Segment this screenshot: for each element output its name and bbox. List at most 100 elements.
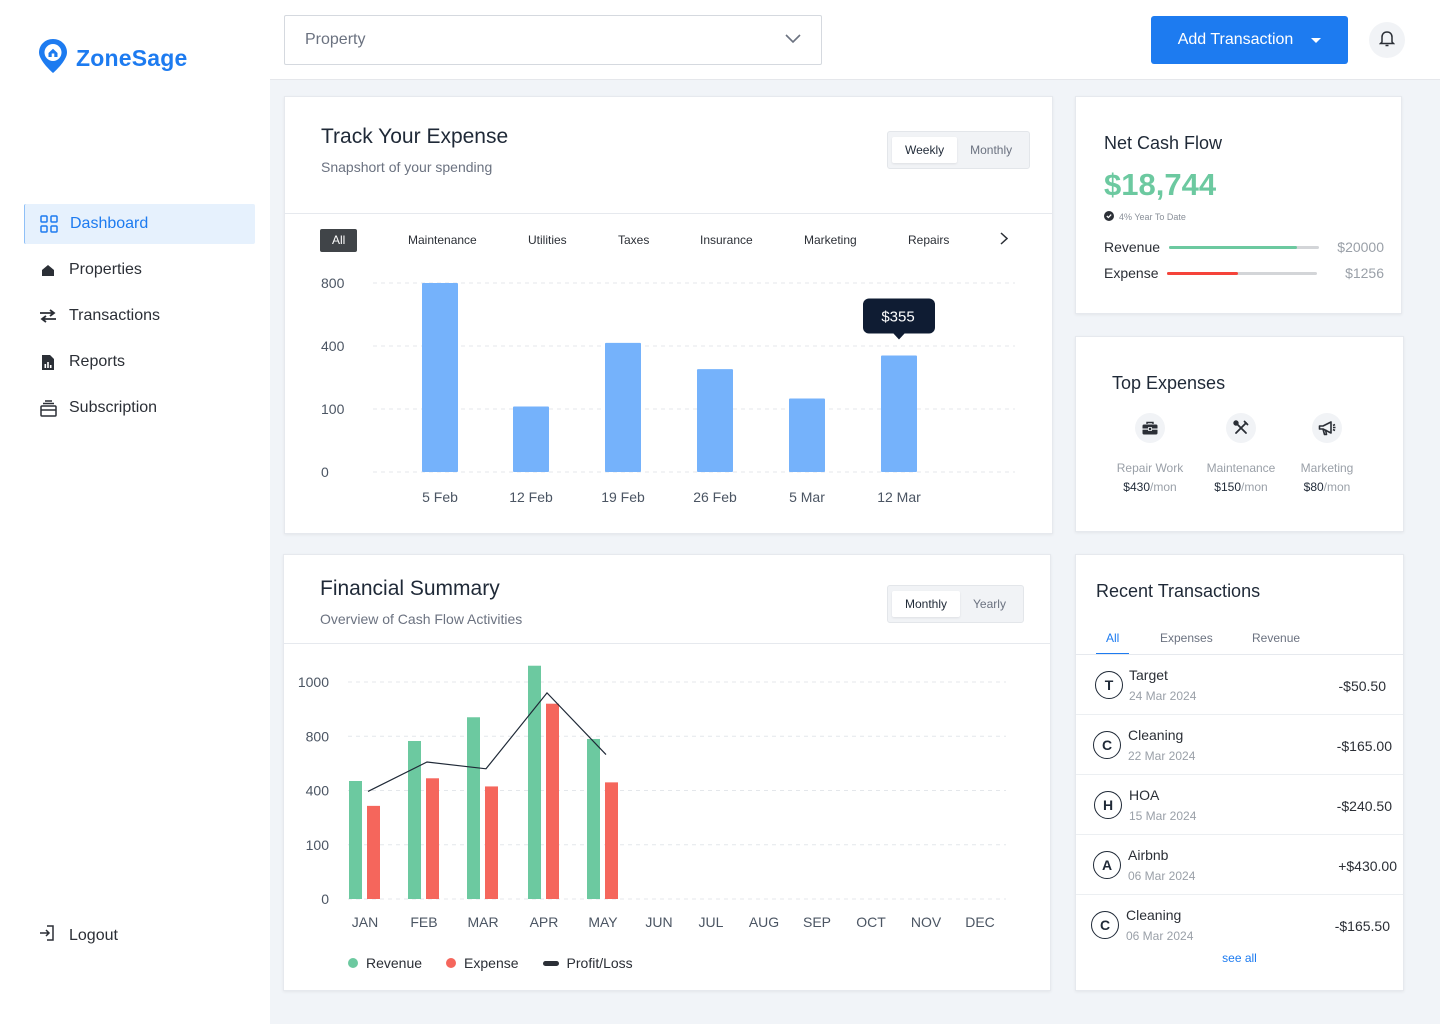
legend-revenue[interactable]: Revenue <box>348 955 422 971</box>
chevron-right-icon[interactable] <box>1000 230 1009 253</box>
category-tab-utilities[interactable]: Utilities <box>528 233 567 247</box>
y-tick-label: 800 <box>306 728 330 744</box>
bell-icon <box>1378 29 1396 52</box>
megaphone-icon <box>1312 413 1342 443</box>
legend-label: Profit/Loss <box>566 955 633 971</box>
card-title: Net Cash Flow <box>1104 133 1223 153</box>
amount-period: /mon <box>1241 480 1268 494</box>
top-expense-maintenance[interactable]: Maintenance $150/mon <box>1201 413 1281 494</box>
expense-row: Expense $1256 <box>1104 265 1384 283</box>
avatar: H <box>1094 791 1122 819</box>
card-title: Financial Summary <box>320 577 500 600</box>
property-select[interactable]: Property <box>284 15 822 65</box>
revenue-bar <box>467 717 480 899</box>
transaction-row[interactable]: H HOA 15 Mar 2024 -$240.50 <box>1076 775 1403 835</box>
financial-summary-header: Financial Summary Overview of Cash Flow … <box>320 577 522 627</box>
toggle-monthly[interactable]: Monthly <box>892 591 961 617</box>
toggle-yearly[interactable]: Yearly <box>973 597 1006 611</box>
tooltip-label: $355 <box>881 308 914 325</box>
app-logo[interactable]: ZoneSage <box>38 38 188 79</box>
category-tab-marketing[interactable]: Marketing <box>804 233 857 247</box>
transaction-row[interactable]: A Airbnb 06 Mar 2024 +$430.00 <box>1076 835 1403 895</box>
logout-button[interactable]: Logout <box>39 924 118 947</box>
sidebar-item-label: Properties <box>69 261 142 278</box>
y-tick-label: 0 <box>321 891 329 907</box>
amount-value: $80 <box>1303 480 1324 494</box>
transaction-tabs: All Expenses Revenue <box>1096 631 1386 655</box>
recent-transactions-card: Recent Transactions All Expenses Revenue… <box>1075 554 1404 991</box>
sidebar-item-properties[interactable]: Properties <box>24 250 255 290</box>
transaction-date: 15 Mar 2024 <box>1129 809 1197 823</box>
legend-profit-loss[interactable]: Profit/Loss <box>542 955 633 971</box>
x-tick-label: NOV <box>911 914 942 930</box>
y-tick-label: 0 <box>321 464 329 480</box>
top-expense-amount: $150/mon <box>1201 480 1281 494</box>
subscription-icon <box>39 399 57 417</box>
period-toggle: Monthly Yearly <box>887 585 1024 623</box>
category-tabs: All Maintenance Utilities Taxes Insuranc… <box>320 229 1020 253</box>
y-tick-label: 400 <box>306 783 330 799</box>
category-tab-all[interactable]: All <box>320 229 358 252</box>
transaction-amount: -$240.50 <box>1336 798 1392 814</box>
tab-all[interactable]: All <box>1096 631 1130 655</box>
card-title: Track Your Expense <box>321 125 509 148</box>
sidebar-item-dashboard[interactable]: Dashboard <box>24 204 255 244</box>
see-all-link[interactable]: see all <box>1222 951 1257 965</box>
ytd-indicator: 4% Year To Date <box>1104 211 1186 223</box>
amount-value: $430 <box>1123 480 1150 494</box>
app-name: ZoneSage <box>76 45 188 71</box>
track-expense-card: Track Your Expense Snapshort of your spe… <box>284 96 1053 534</box>
ytd-text: 4% Year To Date <box>1119 212 1186 222</box>
category-tab-insurance[interactable]: Insurance <box>700 233 753 247</box>
sidebar-item-label: Reports <box>69 353 126 370</box>
legend-swatch <box>542 960 559 966</box>
amount-period: /mon <box>1323 480 1351 494</box>
top-expense-marketing[interactable]: Marketing $80/mon <box>1287 413 1367 494</box>
transaction-amount: +$430.00 <box>1338 858 1397 874</box>
y-tick-label: 100 <box>321 401 345 417</box>
expense-bar <box>367 805 380 899</box>
financial-summary-chart: 0 100 400 800 1000 JAN FEB MAR APR MAY JUN JUL AUG SE… <box>298 665 1006 930</box>
avatar: T <box>1095 671 1123 699</box>
sidebar-item-label: Dashboard <box>70 215 149 232</box>
card-subtitle: Overview of Cash Flow Activities <box>320 611 523 627</box>
x-tick-label: JAN <box>352 914 378 930</box>
top-expense-repair-work[interactable]: Repair Work $430/mon <box>1110 413 1190 494</box>
category-tab-repairs[interactable]: Repairs <box>908 233 950 247</box>
revenue-bar <box>349 781 362 899</box>
transaction-name: Airbnb <box>1128 847 1169 863</box>
transaction-row[interactable]: T Target 24 Mar 2024 -$50.50 <box>1076 655 1403 715</box>
divider <box>284 643 1050 644</box>
x-tick-label: MAR <box>467 914 498 930</box>
caret-down-icon <box>1311 31 1322 49</box>
y-tick-label: 100 <box>306 837 330 853</box>
legend-swatch <box>446 958 457 968</box>
legend-expense[interactable]: Expense <box>446 955 519 971</box>
location-pin-icon <box>38 38 68 79</box>
category-tab-taxes[interactable]: Taxes <box>618 233 650 247</box>
transaction-row[interactable]: C Cleaning 06 Mar 2024 -$165.50 <box>1076 895 1403 955</box>
transaction-row[interactable]: C Cleaning 22 Mar 2024 -$165.00 <box>1076 715 1403 775</box>
bar <box>881 355 917 472</box>
tab-expenses[interactable]: Expenses <box>1160 631 1213 645</box>
x-tick-label: FEB <box>410 914 437 930</box>
period-toggle: Weekly Monthly <box>887 131 1031 169</box>
add-transaction-button[interactable]: Add Transaction <box>1151 16 1348 64</box>
transaction-date: 24 Mar 2024 <box>1129 689 1197 703</box>
tab-revenue[interactable]: Revenue <box>1252 631 1301 645</box>
notification-button[interactable] <box>1369 22 1405 58</box>
sidebar-item-subscription[interactable]: Subscription <box>24 388 255 428</box>
toggle-monthly[interactable]: Monthly <box>970 143 1013 157</box>
bar <box>789 398 825 472</box>
financial-summary-card: Financial Summary Overview of Cash Flow … <box>283 554 1051 991</box>
toggle-weekly[interactable]: Weekly <box>892 137 958 163</box>
bar <box>513 406 549 472</box>
amount-value: $150 <box>1214 480 1241 494</box>
transaction-amount: -$165.50 <box>1334 918 1390 934</box>
legend-label: Revenue <box>366 955 423 971</box>
amount-period: /mon <box>1150 480 1177 494</box>
category-tab-maintenance[interactable]: Maintenance <box>408 233 477 247</box>
sidebar-item-transactions[interactable]: Transactions <box>24 296 255 336</box>
revenue-row: Revenue $20000 <box>1104 239 1384 257</box>
sidebar-item-reports[interactable]: Reports <box>24 342 255 382</box>
